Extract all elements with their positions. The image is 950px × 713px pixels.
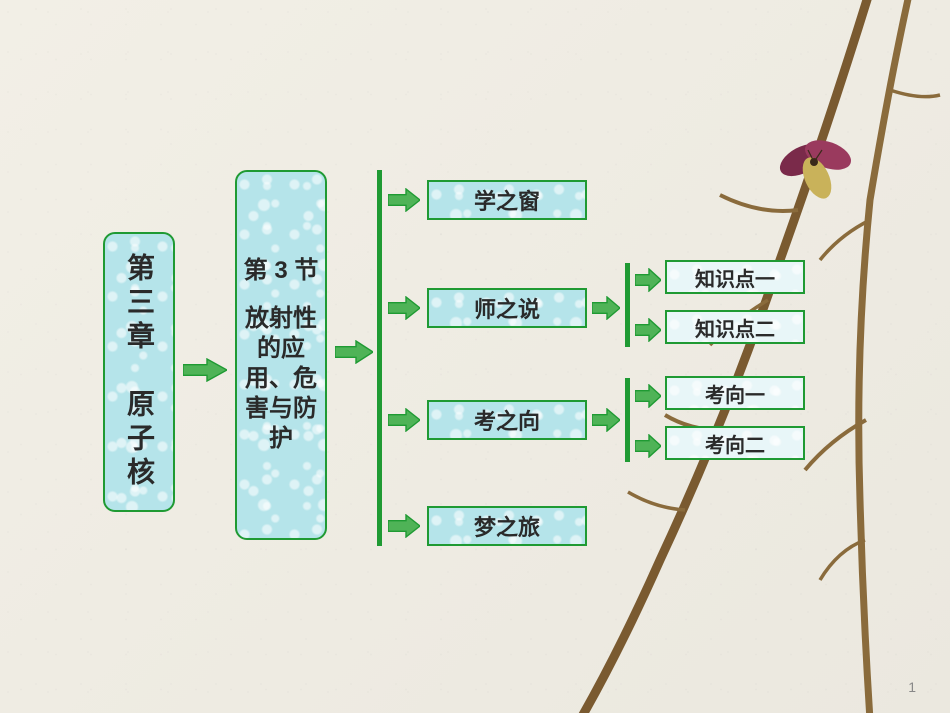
topic-box-learn: 学之窗 — [427, 180, 587, 220]
arrow-m4 — [388, 514, 420, 538]
topic-box-teacher: 师之说 — [427, 288, 587, 328]
arrow-b1 — [592, 296, 620, 320]
arrow-m3 — [388, 408, 420, 432]
subtopic-label: 知识点二 — [695, 313, 775, 342]
bracket-line-sub-b — [625, 378, 630, 462]
subtopic-label: 知识点一 — [695, 263, 775, 292]
topic-label: 考之向 — [474, 404, 540, 436]
bracket-line-main — [377, 170, 382, 546]
arrow-m2 — [388, 296, 420, 320]
arrow-s1 — [635, 268, 661, 292]
subtopic-box: 知识点一 — [665, 260, 805, 294]
topic-label: 学之窗 — [474, 184, 540, 216]
section-box: 第 3 节 放射性的应用、危害与防护 — [235, 170, 327, 540]
arrow-s2 — [635, 318, 661, 342]
bracket-line-sub-a — [625, 263, 630, 347]
page-number: 1 — [908, 679, 916, 695]
section-line2: 放射性的应用、危害与防护 — [245, 304, 317, 454]
chapter-label: 第三章 原子核 — [119, 253, 159, 491]
topic-box-dream: 梦之旅 — [427, 506, 587, 546]
topic-box-exam: 考之向 — [427, 400, 587, 440]
arrow-a1 — [183, 358, 227, 382]
subtopic-label: 考向一 — [705, 379, 765, 408]
arrow-m1 — [388, 188, 420, 212]
arrow-a2 — [335, 340, 373, 364]
chapter-box: 第三章 原子核 — [103, 232, 175, 512]
subtopic-box: 考向一 — [665, 376, 805, 410]
subtopic-box: 知识点二 — [665, 310, 805, 344]
arrow-b2 — [592, 408, 620, 432]
subtopic-label: 考向二 — [705, 429, 765, 458]
subtopic-box: 考向二 — [665, 426, 805, 460]
arrow-s3 — [635, 384, 661, 408]
arrow-s4 — [635, 434, 661, 458]
section-line1: 第 3 节 — [244, 256, 319, 286]
topic-label: 梦之旅 — [474, 510, 540, 542]
topic-label: 师之说 — [474, 292, 540, 324]
